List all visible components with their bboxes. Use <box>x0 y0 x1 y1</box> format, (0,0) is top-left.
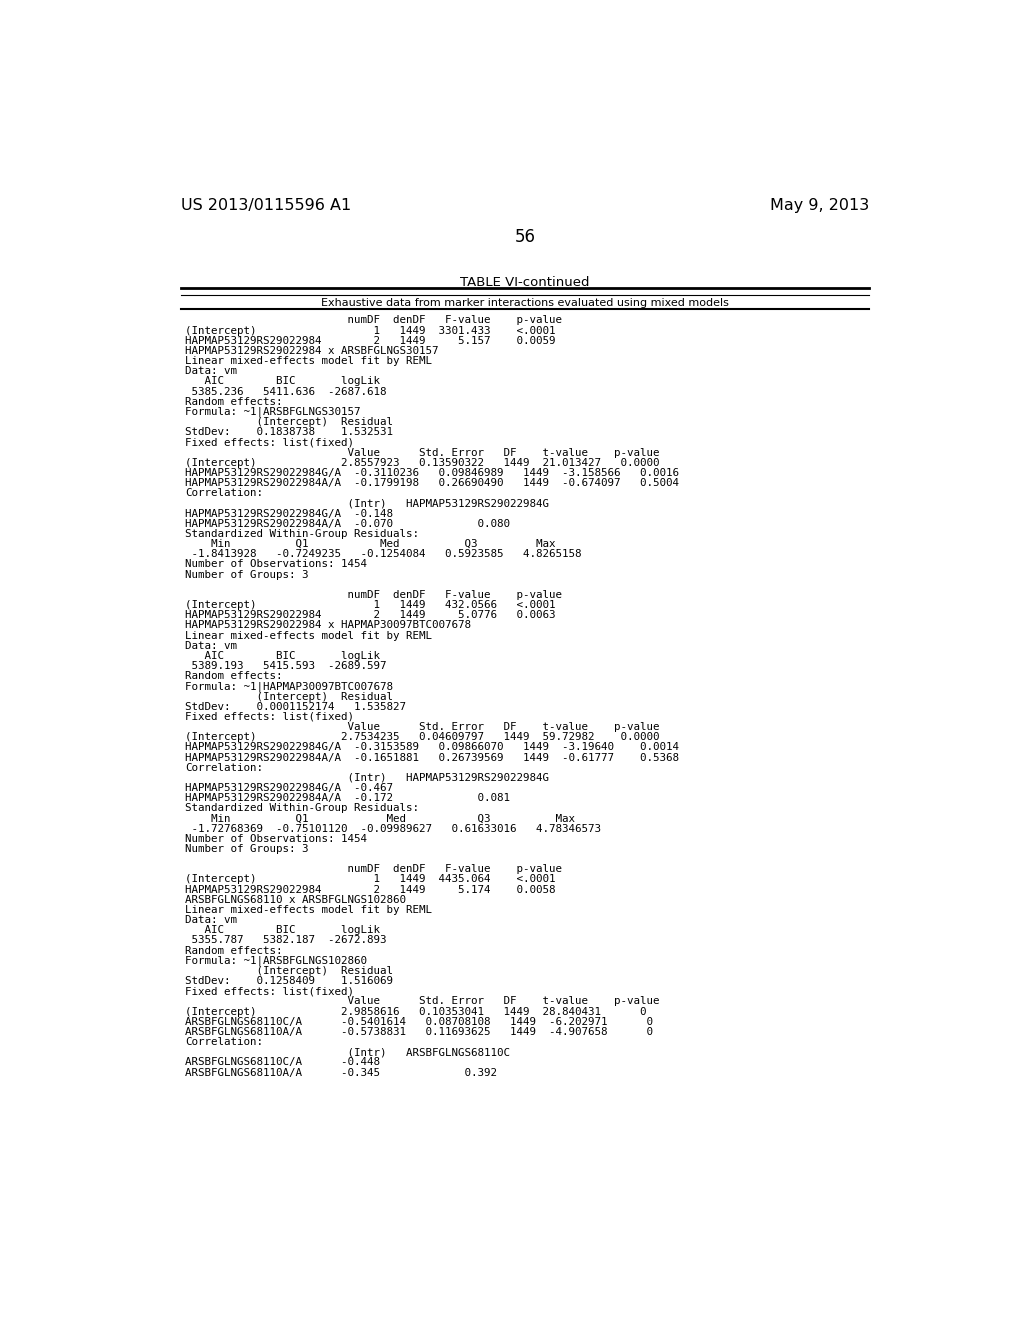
Text: 5389.193   5415.593  -2689.597: 5389.193 5415.593 -2689.597 <box>185 661 387 671</box>
Text: (Intercept)                  1   1449  4435.064    <.0001: (Intercept) 1 1449 4435.064 <.0001 <box>185 874 556 884</box>
Text: numDF  denDF   F-value    p-value: numDF denDF F-value p-value <box>185 315 562 326</box>
Text: (Intr)   HAPMAP53129RS29022984G: (Intr) HAPMAP53129RS29022984G <box>185 774 549 783</box>
Text: numDF  denDF   F-value    p-value: numDF denDF F-value p-value <box>185 865 562 874</box>
Text: ARSBFGLNGS68110A/A      -0.5738831   0.11693625   1449  -4.907658      0: ARSBFGLNGS68110A/A -0.5738831 0.11693625… <box>185 1027 653 1038</box>
Text: Number of Groups: 3: Number of Groups: 3 <box>185 843 309 854</box>
Text: Fixed effects: list(fixed): Fixed effects: list(fixed) <box>185 711 354 722</box>
Text: Number of Observations: 1454: Number of Observations: 1454 <box>185 834 368 843</box>
Text: AIC        BIC       logLik: AIC BIC logLik <box>185 925 380 936</box>
Text: Value      Std. Error   DF    t-value    p-value: Value Std. Error DF t-value p-value <box>185 722 659 733</box>
Text: Data: vm: Data: vm <box>185 640 238 651</box>
Text: 5385.236   5411.636  -2687.618: 5385.236 5411.636 -2687.618 <box>185 387 387 396</box>
Text: Formula: ~1|ARSBFGLNGS102860: Formula: ~1|ARSBFGLNGS102860 <box>185 956 368 966</box>
Text: HAPMAP53129RS29022984G/A  -0.3110236   0.09846989   1449  -3.158566   0.0016: HAPMAP53129RS29022984G/A -0.3110236 0.09… <box>185 469 679 478</box>
Text: HAPMAP53129RS29022984A/A  -0.1651881   0.26739569   1449  -0.61777    0.5368: HAPMAP53129RS29022984A/A -0.1651881 0.26… <box>185 752 679 763</box>
Text: Linear mixed-effects model fit by REML: Linear mixed-effects model fit by REML <box>185 631 432 640</box>
Text: TABLE VI-continued: TABLE VI-continued <box>460 276 590 289</box>
Text: (Intercept)  Residual: (Intercept) Residual <box>185 692 393 701</box>
Text: Linear mixed-effects model fit by REML: Linear mixed-effects model fit by REML <box>185 906 432 915</box>
Text: (Intercept)             2.8557923   0.13590322   1449  21.013427   0.0000: (Intercept) 2.8557923 0.13590322 1449 21… <box>185 458 659 467</box>
Text: HAPMAP53129RS29022984        2   1449     5.174    0.0058: HAPMAP53129RS29022984 2 1449 5.174 0.005… <box>185 884 556 895</box>
Text: HAPMAP53129RS29022984G/A  -0.3153589   0.09866070   1449  -3.19640    0.0014: HAPMAP53129RS29022984G/A -0.3153589 0.09… <box>185 742 679 752</box>
Text: Correlation:: Correlation: <box>185 488 263 498</box>
Text: Formula: ~1|ARSBFGLNGS30157: Formula: ~1|ARSBFGLNGS30157 <box>185 407 360 417</box>
Text: AIC        BIC       logLik: AIC BIC logLik <box>185 376 380 387</box>
Text: HAPMAP53129RS29022984        2   1449     5.0776   0.0063: HAPMAP53129RS29022984 2 1449 5.0776 0.00… <box>185 610 556 620</box>
Text: ARSBFGLNGS68110A/A      -0.345             0.392: ARSBFGLNGS68110A/A -0.345 0.392 <box>185 1068 498 1077</box>
Text: ARSBFGLNGS68110 x ARSBFGLNGS102860: ARSBFGLNGS68110 x ARSBFGLNGS102860 <box>185 895 407 904</box>
Text: Random effects:: Random effects: <box>185 945 283 956</box>
Text: (Intercept)                  1   1449   432.0566   <.0001: (Intercept) 1 1449 432.0566 <.0001 <box>185 601 556 610</box>
Text: Fixed effects: list(fixed): Fixed effects: list(fixed) <box>185 437 354 447</box>
Text: US 2013/0115596 A1: US 2013/0115596 A1 <box>180 198 351 214</box>
Text: (Intercept)  Residual: (Intercept) Residual <box>185 417 393 428</box>
Text: Data: vm: Data: vm <box>185 915 238 925</box>
Text: Random effects:: Random effects: <box>185 397 283 407</box>
Text: HAPMAP53129RS29022984A/A  -0.1799198   0.26690490   1449  -0.674097   0.5004: HAPMAP53129RS29022984A/A -0.1799198 0.26… <box>185 478 679 488</box>
Text: Linear mixed-effects model fit by REML: Linear mixed-effects model fit by REML <box>185 356 432 366</box>
Text: 56: 56 <box>514 227 536 246</box>
Text: ARSBFGLNGS68110C/A      -0.448: ARSBFGLNGS68110C/A -0.448 <box>185 1057 380 1068</box>
Text: HAPMAP53129RS29022984G/A  -0.467: HAPMAP53129RS29022984G/A -0.467 <box>185 783 393 793</box>
Text: (Intercept)                  1   1449  3301.433    <.0001: (Intercept) 1 1449 3301.433 <.0001 <box>185 326 556 335</box>
Text: StdDev:    0.1258409    1.516069: StdDev: 0.1258409 1.516069 <box>185 977 393 986</box>
Text: Correlation:: Correlation: <box>185 763 263 772</box>
Text: May 9, 2013: May 9, 2013 <box>770 198 869 214</box>
Text: -1.8413928   -0.7249235   -0.1254084   0.5923585   4.8265158: -1.8413928 -0.7249235 -0.1254084 0.59235… <box>185 549 582 560</box>
Text: HAPMAP53129RS29022984A/A  -0.172             0.081: HAPMAP53129RS29022984A/A -0.172 0.081 <box>185 793 510 803</box>
Text: ARSBFGLNGS68110C/A      -0.5401614   0.08708108   1449  -6.202971      0: ARSBFGLNGS68110C/A -0.5401614 0.08708108… <box>185 1016 653 1027</box>
Text: Data: vm: Data: vm <box>185 367 238 376</box>
Text: Value      Std. Error   DF    t-value    p-value: Value Std. Error DF t-value p-value <box>185 997 659 1006</box>
Text: Exhaustive data from marker interactions evaluated using mixed models: Exhaustive data from marker interactions… <box>321 298 729 308</box>
Text: numDF  denDF   F-value    p-value: numDF denDF F-value p-value <box>185 590 562 599</box>
Text: Standardized Within-Group Residuals:: Standardized Within-Group Residuals: <box>185 804 420 813</box>
Text: HAPMAP53129RS29022984A/A  -0.070             0.080: HAPMAP53129RS29022984A/A -0.070 0.080 <box>185 519 510 529</box>
Text: StdDev:    0.0001152174   1.535827: StdDev: 0.0001152174 1.535827 <box>185 702 407 711</box>
Text: Value      Std. Error   DF    t-value    p-value: Value Std. Error DF t-value p-value <box>185 447 659 458</box>
Text: (Intercept)  Residual: (Intercept) Residual <box>185 966 393 975</box>
Text: (Intr)   HAPMAP53129RS29022984G: (Intr) HAPMAP53129RS29022984G <box>185 499 549 508</box>
Text: Standardized Within-Group Residuals:: Standardized Within-Group Residuals: <box>185 529 420 539</box>
Text: Random effects:: Random effects: <box>185 671 283 681</box>
Text: 5355.787   5382.187  -2672.893: 5355.787 5382.187 -2672.893 <box>185 936 387 945</box>
Text: StdDev:    0.1838738    1.532531: StdDev: 0.1838738 1.532531 <box>185 428 393 437</box>
Text: HAPMAP53129RS29022984G/A  -0.148: HAPMAP53129RS29022984G/A -0.148 <box>185 508 393 519</box>
Text: (Intercept)             2.9858616   0.10353041   1449  28.840431      0: (Intercept) 2.9858616 0.10353041 1449 28… <box>185 1007 647 1016</box>
Text: HAPMAP53129RS29022984        2   1449     5.157    0.0059: HAPMAP53129RS29022984 2 1449 5.157 0.005… <box>185 335 556 346</box>
Text: Min          Q1            Med           Q3          Max: Min Q1 Med Q3 Max <box>185 813 575 824</box>
Text: Fixed effects: list(fixed): Fixed effects: list(fixed) <box>185 986 354 997</box>
Text: Correlation:: Correlation: <box>185 1038 263 1047</box>
Text: (Intercept)             2.7534235   0.04609797   1449  59.72982    0.0000: (Intercept) 2.7534235 0.04609797 1449 59… <box>185 733 659 742</box>
Text: (Intr)   ARSBFGLNGS68110C: (Intr) ARSBFGLNGS68110C <box>185 1047 510 1057</box>
Text: HAPMAP53129RS29022984 x ARSBFGLNGS30157: HAPMAP53129RS29022984 x ARSBFGLNGS30157 <box>185 346 439 356</box>
Text: AIC        BIC       logLik: AIC BIC logLik <box>185 651 380 661</box>
Text: Number of Observations: 1454: Number of Observations: 1454 <box>185 560 368 569</box>
Text: HAPMAP53129RS29022984 x HAPMAP30097BTC007678: HAPMAP53129RS29022984 x HAPMAP30097BTC00… <box>185 620 471 631</box>
Text: Formula: ~1|HAPMAP30097BTC007678: Formula: ~1|HAPMAP30097BTC007678 <box>185 681 393 692</box>
Text: Number of Groups: 3: Number of Groups: 3 <box>185 570 309 579</box>
Text: -1.72768369  -0.75101120  -0.09989627   0.61633016   4.78346573: -1.72768369 -0.75101120 -0.09989627 0.61… <box>185 824 601 834</box>
Text: Min          Q1           Med          Q3         Max: Min Q1 Med Q3 Max <box>185 539 556 549</box>
